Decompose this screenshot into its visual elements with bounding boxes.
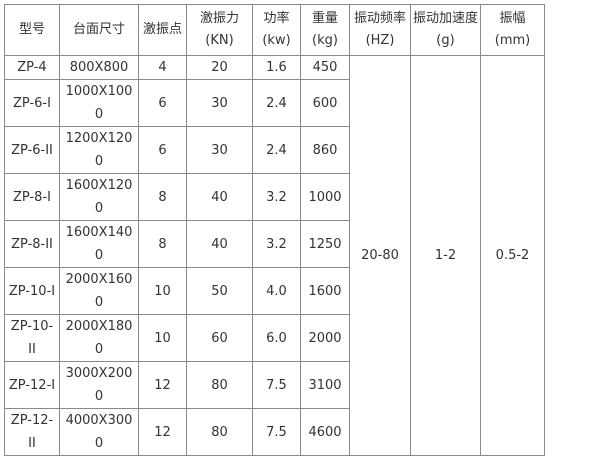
table-cell: 3.2 xyxy=(252,173,301,221)
table-cell: ZP-10-II xyxy=(4,314,60,362)
table-cell: 6.0 xyxy=(252,314,301,362)
table-cell: 3000X2000 xyxy=(59,361,139,409)
acceleration-cell: 1-2 xyxy=(410,55,481,456)
table-cell: 4000X3000 xyxy=(59,408,139,456)
table-cell: 10 xyxy=(138,267,187,315)
table-cell: 7.5 xyxy=(252,361,301,409)
table-cell: 6 xyxy=(138,126,187,174)
table-cell: 80 xyxy=(186,361,253,409)
table-cell: 1600X1200 xyxy=(59,173,139,221)
amplitude-cell: 0.5-2 xyxy=(480,55,545,456)
table-cell: 6 xyxy=(138,79,187,127)
table-cell: 4 xyxy=(138,55,187,80)
table-cell: 7.5 xyxy=(252,408,301,456)
header-cell: 台面尺寸 xyxy=(59,4,139,56)
table-cell: 10 xyxy=(138,314,187,362)
spec-table: 型号 台面尺寸 激振点 激振力(KN) 功率(kw) 重量(kg) 振动频率(H… xyxy=(4,4,545,456)
table-cell: 30 xyxy=(186,79,253,127)
table-row: ZP-6-I 1000X1000 6 30 2.4 600 xyxy=(4,79,545,127)
table-row: ZP-6-II 1200X1200 6 30 2.4 860 xyxy=(4,126,545,174)
table-cell: 1000 xyxy=(300,173,350,221)
table-row: ZP-4 800X800 4 20 1.6 450 20-80 1-2 0.5-2 xyxy=(4,55,545,456)
header-cell: 激振力(KN) xyxy=(186,4,253,56)
table-cell: 3.2 xyxy=(252,220,301,268)
table-cell: 30 xyxy=(186,126,253,174)
table-cell: 8 xyxy=(138,173,187,221)
table-cell: ZP-12-I xyxy=(4,361,60,409)
table-cell: 2000X1800 xyxy=(59,314,139,362)
table-cell: ZP-10-I xyxy=(4,267,60,315)
table-row: ZP-8-I 1600X1200 8 40 3.2 1000 xyxy=(4,173,545,221)
header-cell: 振幅(mm) xyxy=(480,4,545,56)
table-row: ZP-12-I 3000X2000 12 80 7.5 3100 xyxy=(4,361,545,409)
table-cell: 1600 xyxy=(300,267,350,315)
table-cell: 40 xyxy=(186,220,253,268)
header-cell: 重量(kg) xyxy=(300,4,350,56)
table-cell: ZP-12-II xyxy=(4,408,60,456)
table-cell: 1200X1200 xyxy=(59,126,139,174)
table-cell: ZP-8-I xyxy=(4,173,60,221)
table-cell: 800X800 xyxy=(59,55,139,80)
table-cell: 2.4 xyxy=(252,126,301,174)
table-cell: 450 xyxy=(300,55,350,80)
header-cell: 振动加速度(g) xyxy=(410,4,481,56)
table-cell: 1250 xyxy=(300,220,350,268)
header-cell: 型号 xyxy=(4,4,60,56)
table-cell: ZP-6-I xyxy=(4,79,60,127)
table-cell: 1000X1000 xyxy=(59,79,139,127)
table-cell: 12 xyxy=(138,361,187,409)
table-cell: 2000X1600 xyxy=(59,267,139,315)
table-cell: 2000 xyxy=(300,314,350,362)
table-cell: 860 xyxy=(300,126,350,174)
frequency-cell: 20-80 xyxy=(349,55,411,456)
table-row: ZP-8-II 1600X1400 8 40 3.2 1250 xyxy=(4,220,545,268)
table-cell: 4600 xyxy=(300,408,350,456)
table-cell: 4.0 xyxy=(252,267,301,315)
table-cell: ZP-8-II xyxy=(4,220,60,268)
header-cell: 振动频率(HZ) xyxy=(349,4,411,56)
table-cell: 12 xyxy=(138,408,187,456)
table-cell: 40 xyxy=(186,173,253,221)
table-cell: 1.6 xyxy=(252,55,301,80)
header-cell: 功率(kw) xyxy=(252,4,301,56)
table-cell: 600 xyxy=(300,79,350,127)
table-cell: 1600X1400 xyxy=(59,220,139,268)
table-cell: 20 xyxy=(186,55,253,80)
table-row: ZP-10-II 2000X1800 10 60 6.0 2000 xyxy=(4,314,545,362)
table-cell: 2.4 xyxy=(252,79,301,127)
table-cell: 60 xyxy=(186,314,253,362)
table-cell: 3100 xyxy=(300,361,350,409)
table-cell: 50 xyxy=(186,267,253,315)
table-cell: 8 xyxy=(138,220,187,268)
table-cell: 80 xyxy=(186,408,253,456)
table-cell: ZP-4 xyxy=(4,55,60,80)
table-cell: ZP-6-II xyxy=(4,126,60,174)
header-row: 型号 台面尺寸 激振点 激振力(KN) 功率(kw) 重量(kg) 振动频率(H… xyxy=(4,4,545,56)
header-cell: 激振点 xyxy=(138,4,187,56)
